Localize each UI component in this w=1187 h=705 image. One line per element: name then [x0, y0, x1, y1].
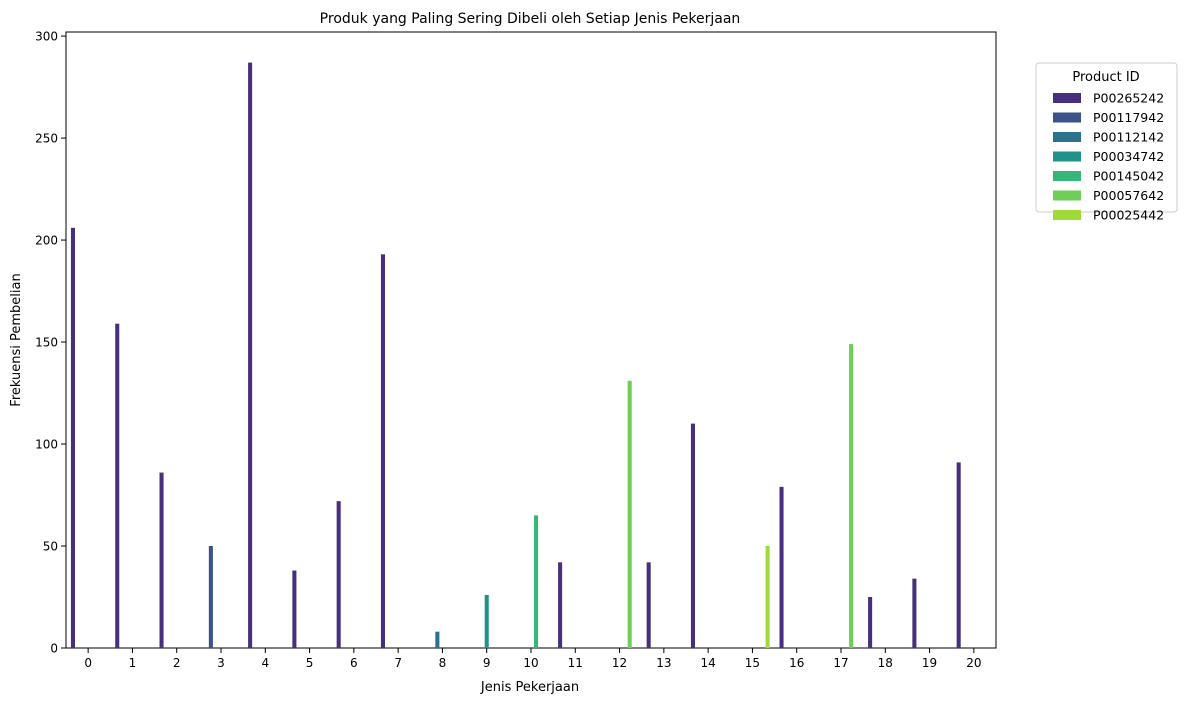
- y-tick-label: 200: [35, 234, 58, 248]
- bar: [336, 501, 341, 648]
- x-tick-label: 2: [173, 656, 181, 670]
- legend: Product ID P00265242P00117942P00112142P0…: [1035, 62, 1178, 223]
- legend-swatch: [1053, 171, 1081, 181]
- bar: [484, 594, 489, 648]
- bar: [558, 562, 563, 648]
- legend-swatch: [1053, 112, 1081, 123]
- x-tick-label: 18: [878, 656, 893, 670]
- x-tick-label: 19: [922, 656, 937, 670]
- legend-label: P00034742: [1093, 149, 1164, 164]
- legend-swatch: [1053, 190, 1081, 201]
- bar: [868, 597, 873, 648]
- legend-swatch: [1053, 93, 1081, 103]
- x-tick-label: 13: [656, 656, 671, 670]
- y-axis-label: Frekuensi Pembelian: [9, 273, 24, 406]
- x-tick-label: 5: [306, 656, 314, 670]
- legend-swatch: [1053, 132, 1081, 142]
- x-tick-label: 7: [394, 656, 402, 670]
- x-axis-label: Jenis Pekerjaan: [480, 680, 579, 695]
- x-tick-label: 0: [84, 656, 92, 670]
- legend-items: P00265242 P00117942 P00112142 P00034742 P001…: [1053, 91, 1164, 223]
- bar-series: [70, 62, 961, 649]
- y-tick-label: 0: [50, 642, 58, 656]
- bar: [849, 344, 854, 648]
- x-tick-label: 16: [789, 656, 804, 670]
- y-tick-label: 150: [35, 336, 58, 350]
- bar: [115, 323, 120, 648]
- x-tick-label: 11: [568, 656, 583, 670]
- bar: [627, 380, 632, 648]
- bar: [248, 62, 253, 649]
- x-tick-label: 17: [833, 656, 848, 670]
- bar: [380, 254, 385, 649]
- bar: [534, 515, 539, 648]
- legend-label: P00057642: [1093, 188, 1164, 203]
- x-tick-label: 20: [966, 656, 981, 670]
- x-tick-label: 8: [439, 656, 447, 670]
- bar: [159, 472, 164, 648]
- bar: [70, 227, 75, 648]
- legend-title: Product ID: [1072, 70, 1139, 85]
- legend-swatch: [1053, 151, 1081, 162]
- y-tick-label: 100: [35, 438, 58, 452]
- x-tick-label: 10: [523, 656, 538, 670]
- legend-label: P00265242: [1093, 91, 1164, 106]
- x-tick-label: 3: [217, 656, 225, 670]
- x-axis: 0 1 2 3 4 5 6 7 8 9 10 11 12 13 14 15 16 17 18 19 20: [84, 648, 981, 670]
- plot-area: [65, 31, 997, 649]
- bar: [912, 578, 917, 648]
- bar: [690, 423, 695, 648]
- bar: [208, 546, 213, 648]
- y-axis: 0 50 100 150 200 250 300: [35, 30, 66, 656]
- x-tick-label: 12: [612, 656, 627, 670]
- legend-label: P00112142: [1093, 130, 1164, 145]
- x-tick-label: 4: [261, 656, 269, 670]
- x-tick-label: 9: [483, 656, 491, 670]
- x-tick-label: 6: [350, 656, 358, 670]
- x-tick-label: 14: [701, 656, 716, 670]
- bar: [646, 562, 651, 648]
- bar: [956, 462, 961, 648]
- legend-label: P00117942: [1093, 110, 1164, 125]
- bar: [292, 570, 297, 648]
- chart-title: Produk yang Paling Sering Dibeli oleh Se…: [320, 11, 741, 27]
- bar: [779, 486, 784, 648]
- legend-label: P00025442: [1093, 208, 1164, 223]
- bar: [435, 631, 440, 648]
- y-tick-label: 250: [35, 132, 58, 146]
- legend-label: P00145042: [1093, 169, 1164, 184]
- x-tick-label: 15: [745, 656, 760, 670]
- bar: [765, 546, 770, 648]
- y-tick-label: 50: [43, 540, 58, 554]
- y-tick-label: 300: [35, 30, 58, 44]
- x-tick-label: 1: [129, 656, 137, 670]
- legend-swatch: [1053, 210, 1081, 220]
